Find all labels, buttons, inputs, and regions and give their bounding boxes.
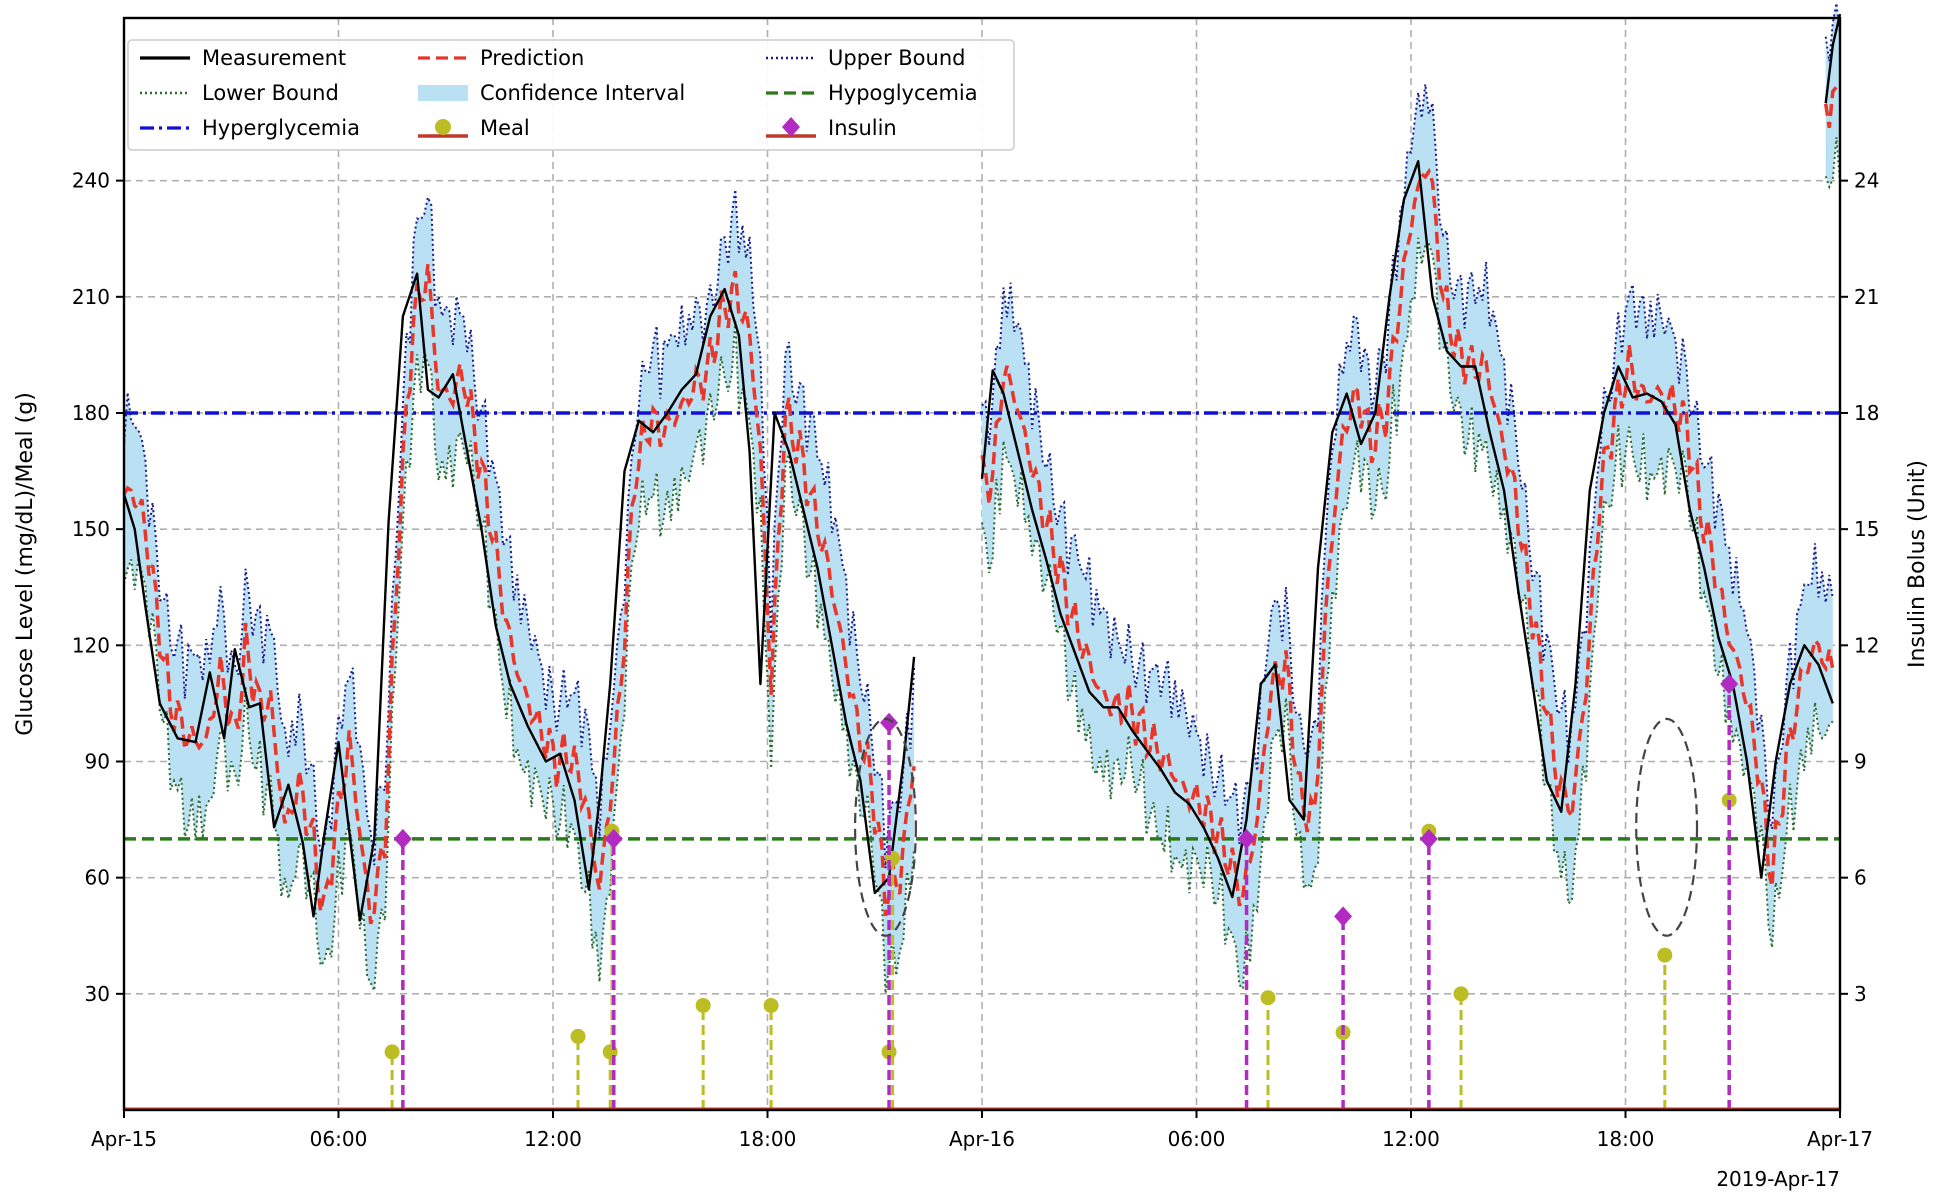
- left-tick-label: 60: [85, 866, 110, 890]
- annotations: [853, 717, 1699, 937]
- legend: Measurement Lower Bound Hyperglycemia Predi…: [127, 39, 1015, 151]
- right-tick-label: 24: [1854, 169, 1879, 193]
- prediction-line: [122, 264, 916, 925]
- left-tick-label: 30: [85, 982, 110, 1006]
- measurement-lines: [122, 13, 1842, 922]
- legend-swatch-marker: [435, 119, 451, 135]
- right-tick-label: 18: [1854, 401, 1879, 425]
- prediction-lines: [122, 84, 1842, 925]
- legend-label: Hyperglycemia: [202, 116, 360, 140]
- axes: 30 60 90 120 150 180 210 240 3 6 9 12 15 18 21 24 Apr-15…: [13, 16, 1930, 1191]
- x-tick-label: 12:00: [1382, 1127, 1440, 1151]
- x-tick-label: 06:00: [310, 1127, 368, 1151]
- left-tick-label: 180: [72, 401, 110, 425]
- insulin-marker: [604, 828, 623, 849]
- insulin-marker: [1334, 906, 1353, 927]
- confidence-interval-area: [982, 84, 1833, 989]
- meal-marker: [763, 997, 779, 1013]
- meal-marker: [1453, 986, 1469, 1002]
- bound-lines: [123, 2, 1841, 995]
- insulin-marker: [1237, 828, 1256, 849]
- x-tick-label: Apr-16: [949, 1127, 1015, 1151]
- legend-swatch-marker: [782, 117, 800, 137]
- hypoglycemia-event-ellipse: [853, 717, 917, 937]
- measurement-line: [1824, 13, 1842, 104]
- legend-label: Lower Bound: [202, 81, 339, 105]
- left-tick-label: 210: [72, 285, 110, 309]
- legend-label: Prediction: [480, 46, 584, 70]
- prediction-line: [1823, 84, 1842, 129]
- right-tick-label: 15: [1854, 517, 1879, 541]
- x-tick-label: Apr-15: [91, 1127, 157, 1151]
- x-offset-label: 2019-Apr-17: [1716, 1167, 1840, 1191]
- legend-label: Measurement: [202, 46, 346, 70]
- x-tick-label: 18:00: [1597, 1127, 1655, 1151]
- right-tick-label: 3: [1854, 982, 1867, 1006]
- left-tick-label: 120: [72, 633, 110, 657]
- legend-label: Confidence Interval: [480, 81, 685, 105]
- upper-bound-line: [123, 189, 916, 869]
- right-tick-label: 21: [1854, 285, 1879, 309]
- confidence-interval-area: [124, 189, 915, 994]
- x-tick-label: Apr-17: [1807, 1127, 1873, 1151]
- insulin-marker: [393, 828, 412, 849]
- insulin-marker: [880, 712, 899, 733]
- meal-marker: [1657, 947, 1673, 963]
- insulin-marker: [1419, 828, 1438, 849]
- x-tick-label: 06:00: [1168, 1127, 1226, 1151]
- meal-marker: [384, 1044, 400, 1060]
- meal-marker: [695, 997, 711, 1013]
- left-axis-label: Glucose Level (mg/dL)/Meal (g): [13, 392, 38, 736]
- x-tick-label: 12:00: [524, 1127, 582, 1151]
- meal-marker: [570, 1028, 586, 1044]
- right-tick-label: 12: [1854, 633, 1879, 657]
- insulin-marker: [1720, 674, 1739, 695]
- lower-bound-line: [981, 237, 1834, 992]
- measurement-line: [980, 160, 1834, 899]
- right-tick-label: 9: [1854, 749, 1867, 773]
- upper-bound-line: [1824, 2, 1841, 62]
- legend-label: Hypoglycemia: [828, 81, 978, 105]
- legend-label: Meal: [480, 116, 530, 140]
- meal-marker: [1260, 990, 1276, 1006]
- legend-label: Upper Bound: [828, 46, 965, 70]
- x-tick-label: 18:00: [739, 1127, 797, 1151]
- legend-label: Insulin: [828, 116, 897, 140]
- measurement-line: [122, 272, 916, 922]
- left-tick-label: 240: [72, 169, 110, 193]
- right-axis-label: Insulin Bolus (Unit): [1905, 460, 1930, 668]
- right-tick-label: 6: [1854, 866, 1867, 890]
- left-tick-label: 90: [85, 749, 110, 773]
- left-tick-label: 150: [72, 517, 110, 541]
- legend-swatch: [418, 85, 468, 101]
- hypoglycemia-event-ellipse: [1635, 717, 1699, 937]
- threshold-lines: [124, 411, 1840, 841]
- prediction-line: [980, 167, 1835, 907]
